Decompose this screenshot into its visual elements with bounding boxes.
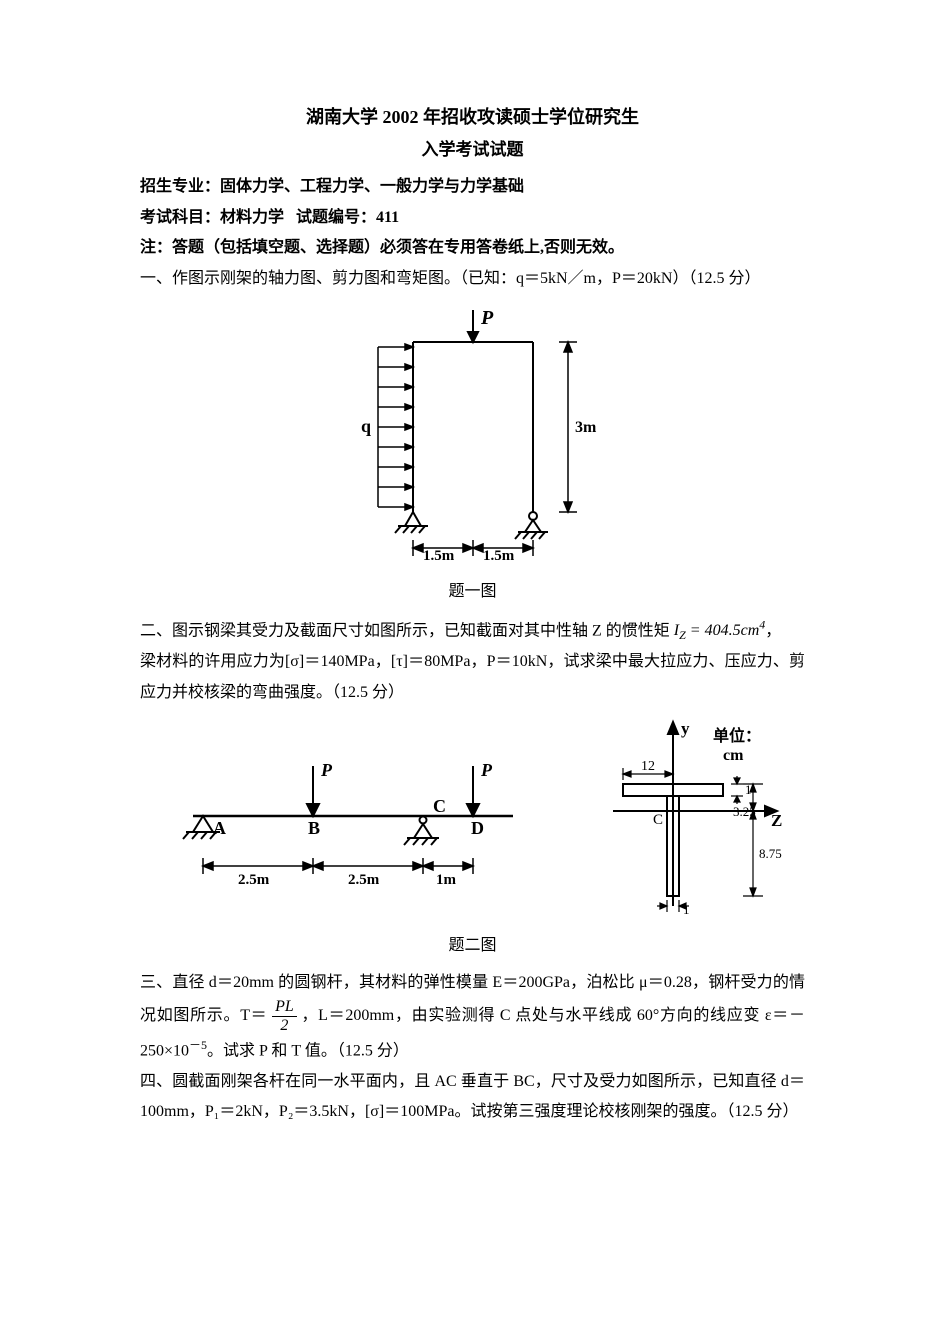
q2-d3: 1m [436,872,457,888]
q2-D: D [471,818,484,838]
subject-line: 考试科目：材料力学 试题编号：411 [140,203,805,233]
q3-num: PL [272,998,297,1017]
code-label: 试题编号： [296,209,376,226]
q-label: q [361,416,371,436]
d2-label: 1.5m [483,548,515,562]
q2-iz-val: = 404.5cm [686,622,759,639]
q2-p1: P [320,760,333,780]
q2-text-b-span: ， [765,622,781,639]
major-value: 固体力学、工程力学、一般力学与力学基础 [220,178,524,195]
page-title: 湖南大学 2002 年招收攻读硕士学位研究生 [140,100,805,134]
p-label: P [480,307,494,329]
q2-text-c: 梁材料的许用应力为[σ]＝140MPa，[τ]＝80MPa，P＝10kN，试求梁… [140,647,805,708]
q2-caption: 题二图 [140,931,805,961]
subject-label: 考试科目： [140,209,220,226]
q3-exp: －5 [189,1038,207,1052]
subject-value: 材料力学 [220,209,284,226]
q2-p2: P [480,760,493,780]
q3-frac: PL 2 [272,998,297,1034]
q3-c: 。试求 P 和 T 值。（12.5 分） [207,1043,409,1060]
q2-d1: 2.5m [238,872,270,888]
q2-z: Z [771,811,782,830]
q3-den: 2 [272,1017,297,1035]
code-value: 411 [376,209,399,226]
page-subtitle: 入学考试试题 [140,134,805,166]
major-label: 招生专业： [140,178,220,195]
q2-A: A [213,818,226,838]
q2-C: C [433,796,446,816]
q2-unit2: cm [723,747,744,764]
q1-text: 一、作图示刚架的轴力图、剪力图和弯矩图。（已知：q＝5kN／m，P＝20kN）（… [140,264,805,294]
q2-dim12: 12 [641,759,655,774]
q4-text: 四、圆截面刚架各杆在同一水平面内，且 AC 垂直于 BC，尺寸及受力如图所示，已… [140,1067,805,1128]
q3-text: 三、直径 d＝20mm 的圆钢杆，其材料的弹性模量 E＝200GPa，泊松比 μ… [140,968,805,1067]
q2-figure: P P A B C D 2.5m 2.5m 1m y Z [140,716,805,927]
q2-c-label: C [653,812,663,828]
major-line: 招生专业：固体力学、工程力学、一般力学与力学基础 [140,172,805,202]
q2-unit1: 单位： [713,726,761,745]
q2-iz-sub: Z [679,628,686,642]
d1-label: 1.5m [423,548,455,562]
q2-dim1b: 1 [683,902,690,916]
h-label: 3m [575,419,597,436]
q2-text-a: 二、图示钢梁其受力及截面尺寸如图所示，已知截面对其中性轴 Z 的惯性矩 IZ =… [140,614,805,647]
q1-caption: 题一图 [140,577,805,607]
q2-text-a-span: 二、图示钢梁其受力及截面尺寸如图所示，已知截面对其中性轴 Z 的惯性矩 [140,622,670,639]
q2-y: y [681,719,690,738]
q2-dim875: 8.75 [759,846,782,861]
note-line: 注：答题（包括填空题、选择题）必须答在专用答卷纸上,否则无效。 [140,233,805,263]
q2-B: B [308,818,320,838]
q1-figure: P q [140,302,805,573]
q2-d2: 2.5m [348,872,380,888]
